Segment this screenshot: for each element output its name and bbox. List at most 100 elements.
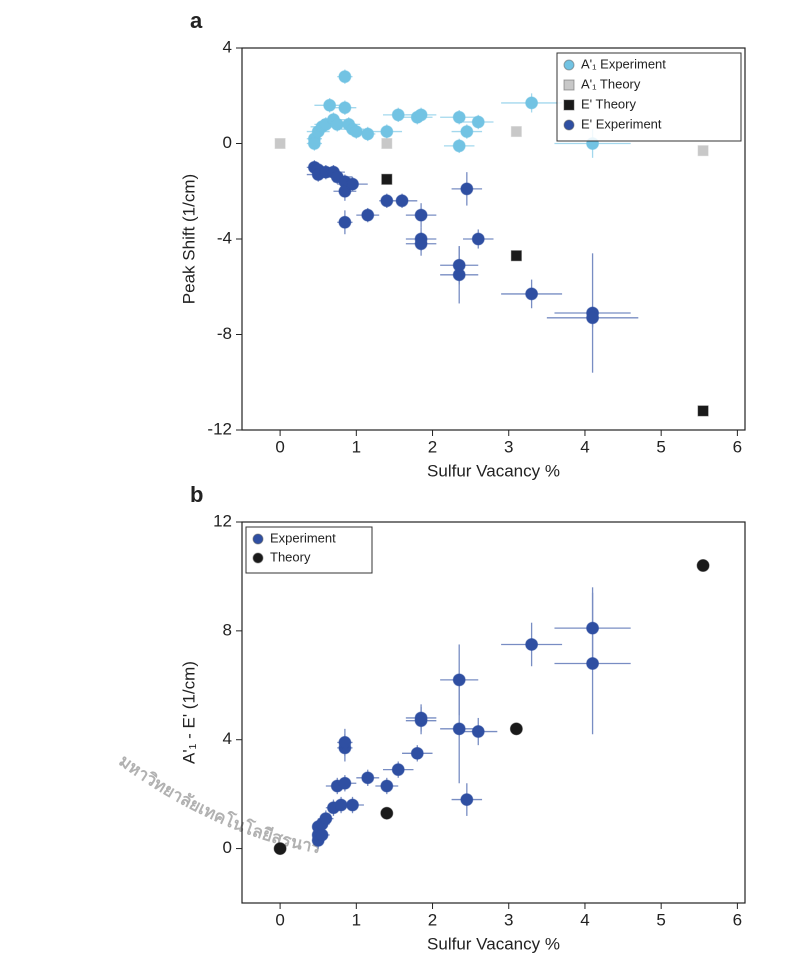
x-tick-label: 2 [428,910,437,929]
point [316,829,328,841]
point [339,102,351,114]
point [698,406,708,416]
point [320,813,332,825]
x-tick-label: 1 [352,910,361,929]
point [415,109,427,121]
point [453,723,465,735]
x-tick-label: 0 [275,910,284,929]
y-tick-label: -4 [217,228,232,247]
point [275,139,285,149]
legend-label: E' Experiment [581,116,662,131]
point [461,183,473,195]
y-tick-label: 4 [223,729,232,748]
point [339,71,351,83]
point [331,118,343,130]
x-tick-label: 6 [733,437,742,456]
legend-marker [564,120,574,130]
point [511,251,521,261]
y-tick-label: 12 [213,511,232,530]
series [382,174,708,416]
point [526,288,538,300]
series [312,587,630,848]
point [415,712,427,724]
y-tick-label: -8 [217,324,232,343]
point [472,116,484,128]
point [526,97,538,109]
x-tick-label: 3 [504,437,513,456]
legend-label: Experiment [270,530,336,545]
x-axis-label: Sulfur Vacancy % [427,461,560,480]
x-tick-label: 0 [275,437,284,456]
legend-label: Theory [270,549,311,564]
legend-marker [253,553,263,563]
point [339,216,351,228]
point [411,747,423,759]
point [362,209,374,221]
point [698,146,708,156]
y-tick-label: -12 [207,419,232,438]
point [453,674,465,686]
point [339,736,351,748]
watermark: มหาวิทยาลัยเทคโนโลยีสุรนารี [115,752,323,858]
x-tick-label: 1 [352,437,361,456]
legend-marker [564,80,574,90]
panel-label: a [190,8,203,33]
figure: มหาวิทยาลัยเทคโนโลยีสุรนารีa0123456-12-8… [0,0,808,959]
point [461,126,473,138]
point [335,799,347,811]
y-tick-label: 8 [223,620,232,639]
legend-label: A'₁ Theory [581,76,641,91]
point [472,233,484,245]
point [381,780,393,792]
point [350,126,362,138]
x-tick-label: 5 [656,437,665,456]
y-tick-label: 4 [223,37,232,56]
x-tick-label: 5 [656,910,665,929]
point [381,126,393,138]
point [511,127,521,137]
point [472,726,484,738]
legend-label: E' Theory [581,96,636,111]
point [392,764,404,776]
y-tick-label: 0 [223,838,232,857]
point [382,139,392,149]
x-tick-label: 6 [733,910,742,929]
x-tick-label: 4 [580,910,589,929]
legend-marker [253,534,263,544]
point [587,658,599,670]
legend-label: A'₁ Experiment [581,56,666,71]
point [453,140,465,152]
legend-marker [564,100,574,110]
y-axis-label: A'₁ - E' (1/cm) [179,661,198,764]
series [307,160,639,372]
point [381,195,393,207]
point [362,128,374,140]
point [324,99,336,111]
point [697,560,709,572]
point [453,111,465,123]
point [461,794,473,806]
point [415,238,427,250]
point [587,622,599,634]
y-tick-label: 0 [223,133,232,152]
x-tick-label: 3 [504,910,513,929]
point [510,723,522,735]
point [415,209,427,221]
legend-marker [564,60,574,70]
point [526,638,538,650]
point [382,174,392,184]
point [396,195,408,207]
watermark-text: มหาวิทยาลัยเทคโนโลยีสุรนารี [115,752,323,858]
point [347,799,359,811]
panel-label: b [190,482,203,507]
x-tick-label: 2 [428,437,437,456]
point [274,843,286,855]
y-axis-label: Peak Shift (1/cm) [179,174,198,304]
page: มหาวิทยาลัยเทคโนโลยีสุรนารีa0123456-12-8… [0,0,808,964]
point [347,178,359,190]
point [362,772,374,784]
point [392,109,404,121]
x-tick-label: 4 [580,437,589,456]
x-axis-label: Sulfur Vacancy % [427,934,560,953]
point [453,269,465,281]
